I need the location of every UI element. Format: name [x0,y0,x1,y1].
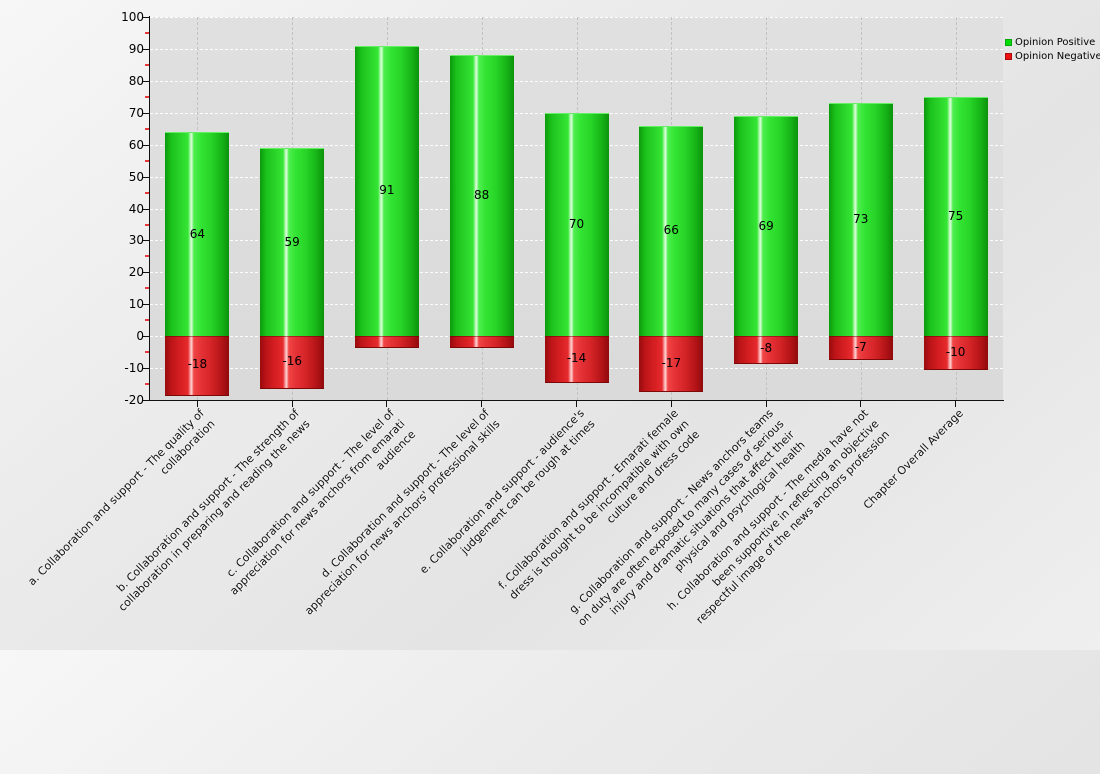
bar-negative [544,336,609,383]
y-axis-tick [142,112,150,114]
legend-positive-label: Opinion Positive [1015,37,1096,48]
y-axis-label: -20 [124,393,144,407]
bar-value-label: 59 [284,234,300,249]
y-axis-minor-tick [145,95,149,98]
y-axis-minor-tick [145,287,149,290]
bar-value-label: 64 [189,226,206,241]
bar-negative [165,336,230,396]
y-axis-label: 90 [128,41,144,56]
y-axis-tick [142,48,150,50]
legend-item-negative: Opinion Negative [1005,50,1100,63]
x-axis-tick [955,401,957,407]
y-axis-tick [142,400,150,401]
y-axis-minor-tick [145,383,149,385]
y-axis-minor-tick [145,127,149,130]
y-axis-tick [142,304,150,306]
x-axis-tick [860,401,862,407]
x-axis-tick [576,401,577,407]
bar-value-label: -8 [760,341,773,356]
bar-positive [828,103,893,338]
y-axis-label: 50 [128,169,144,184]
y-axis-minor-tick [145,351,149,354]
bar-positive [734,115,799,338]
bar-negative [923,336,988,371]
legend-item-positive: Opinion Positive [1005,36,1100,49]
bar-positive [449,55,514,338]
bar-value-label: 70 [568,217,585,231]
bar-value-label: 91 [379,183,395,198]
bar-negative [354,336,419,348]
bar-chart: Opinion Positive Opinion Negative 64 -18 5… [26,10,1100,628]
legend-positive-swatch-icon [1005,39,1012,46]
legend: Opinion Positive Opinion Negative [1005,36,1100,64]
y-axis-label: 80 [128,73,144,88]
bar-positive [544,112,609,338]
y-axis-tick [142,176,150,178]
y-axis-label: 0 [136,329,144,344]
y-axis-minor-tick [145,32,149,34]
y-axis-tick [142,17,150,18]
y-axis-tick [142,80,150,82]
bar-value-label: 69 [758,218,774,233]
y-axis-tick [142,336,150,338]
x-axis-tick [765,401,767,407]
x-category-label: d. Collaboration and support - The level… [301,406,503,618]
y-axis-tick [142,144,150,146]
bar-value-label: -10 [945,344,966,359]
y-axis-label: 100 [121,10,144,24]
bar-negative [734,336,799,364]
bar-positive [923,96,988,338]
y-axis-label: 60 [128,137,144,152]
y-axis-label: 70 [128,105,144,120]
y-axis-minor-tick [145,63,149,66]
y-axis-tick [142,208,150,210]
x-axis-tick [670,401,672,407]
y-axis-label: 40 [128,201,144,216]
bar-value-label: 75 [947,209,964,223]
x-axis-tick [481,401,483,407]
bar-value-label: -17 [661,355,682,370]
x-axis-tick [291,401,293,407]
bar-value-label: -18 [187,357,208,372]
x-axis-tick [196,401,198,407]
bar-negative [639,336,704,393]
y-axis-tick [142,272,150,274]
y-axis-label: 20 [128,265,144,280]
y-axis-minor-tick [145,255,149,258]
bar-value-label: 66 [663,223,679,238]
legend-negative-label: Opinion Negative [1015,51,1100,62]
bar-negative [449,336,514,348]
y-axis-label: -10 [124,361,144,376]
y-axis-tick [142,240,150,242]
bar-value-label: 88 [474,188,490,203]
bar-negative [260,336,325,390]
y-axis-minor-tick [145,159,149,162]
bar-positive [165,131,230,338]
y-axis-tick [142,368,150,370]
bar-positive [260,147,325,338]
bar-positive [354,45,419,338]
bar-value-label: -14 [566,351,587,365]
bar-value-label: -16 [282,354,302,369]
y-axis-label: 30 [128,233,144,248]
bar-negative [828,336,893,361]
x-axis-line [149,400,1004,401]
y-axis-minor-tick [145,191,149,194]
y-axis-minor-tick [145,223,149,226]
bar-positive [639,125,704,338]
bar-value-label: 73 [853,212,869,227]
bar-value-label: -7 [854,339,867,354]
legend-negative-swatch-icon [1005,53,1012,60]
y-axis-minor-tick [145,319,149,322]
y-axis-label: 10 [128,297,144,312]
x-axis-tick [386,401,388,407]
